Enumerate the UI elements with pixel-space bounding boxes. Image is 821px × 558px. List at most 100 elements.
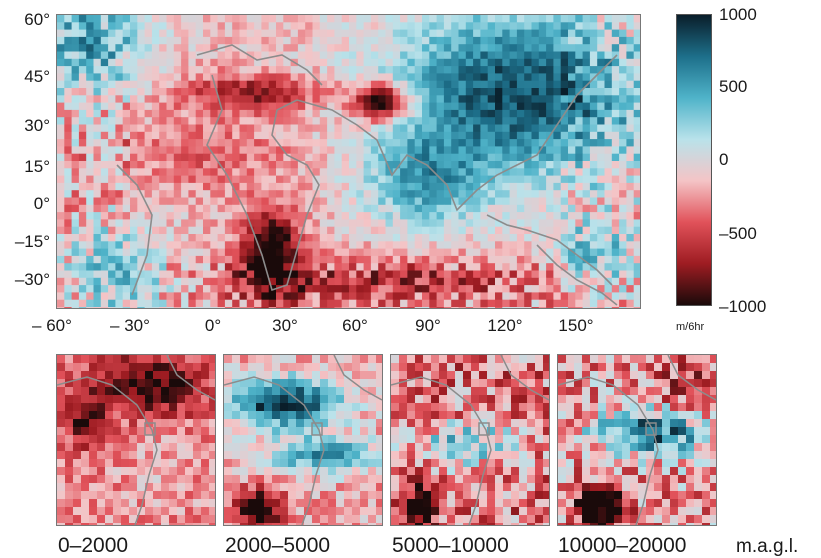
- heatmap-cell: [509, 197, 518, 206]
- heatmap-cell: [246, 139, 255, 147]
- heatmap-cell: [589, 168, 598, 176]
- heatmap-cell: [181, 117, 189, 125]
- heatmap-cell: [575, 124, 583, 133]
- heatmap-cell: [254, 80, 262, 89]
- heatmap-cell: [604, 36, 613, 45]
- heatmap-cell: [193, 515, 202, 524]
- heatmap-cell: [392, 51, 401, 60]
- heatmap-cell: [319, 248, 328, 257]
- heatmap-cell: [283, 29, 291, 38]
- heatmap-cell: [619, 234, 627, 242]
- heatmap-cell: [290, 190, 299, 198]
- heatmap-cell: [678, 483, 687, 492]
- heatmap-cell: [78, 234, 87, 242]
- heatmap-cell: [334, 88, 343, 96]
- heatmap-cell: [678, 363, 687, 372]
- heatmap-cell: [473, 182, 481, 191]
- heatmap-cell: [516, 58, 525, 67]
- heatmap-cell: [232, 263, 240, 271]
- heatmap-cell: [626, 153, 635, 162]
- heatmap-cell: [463, 483, 472, 492]
- heatmap-cell: [276, 182, 284, 191]
- heatmap-cell: [203, 139, 211, 147]
- heatmap-cell: [633, 241, 640, 249]
- heatmap-cell: [604, 182, 613, 191]
- heatmap-cell: [630, 355, 639, 364]
- heatmap-cell: [181, 292, 189, 301]
- heatmap-cell: [217, 292, 226, 301]
- heatmap-cell: [254, 153, 262, 162]
- heatmap-cell: [376, 483, 382, 492]
- heatmap-cell: [159, 255, 167, 264]
- heatmap-cell: [447, 395, 456, 404]
- heatmap-cell: [297, 168, 306, 176]
- heatmap-cell: [531, 168, 540, 176]
- heatmap-cell: [471, 483, 480, 492]
- heatmap-cell: [254, 182, 262, 191]
- heatmap-cell: [137, 371, 146, 380]
- heatmap-cell: [203, 263, 211, 271]
- heatmap-cell: [319, 219, 328, 228]
- heatmap-cell: [451, 95, 459, 103]
- heatmap-cell: [57, 467, 66, 476]
- heatmap-cell: [100, 102, 109, 111]
- heatmap-cell: [246, 73, 255, 82]
- heatmap-cell: [151, 226, 160, 235]
- heatmap-cell: [378, 248, 386, 257]
- heatmap-cell: [638, 419, 647, 428]
- heatmap-cell: [543, 483, 549, 492]
- heatmap-cell: [268, 66, 277, 74]
- heatmap-cell: [86, 58, 94, 67]
- heatmap-cell: [422, 36, 430, 45]
- heatmap-cell: [566, 483, 575, 492]
- heatmap-cell: [64, 226, 72, 235]
- heatmap-cell: [597, 285, 605, 293]
- heatmap-cell: [370, 131, 379, 140]
- heatmap-cell: [630, 435, 639, 444]
- heatmap-cell: [224, 523, 233, 525]
- heatmap-cell: [151, 285, 160, 293]
- heatmap-cell: [487, 190, 496, 198]
- heatmap-cell: [502, 36, 510, 45]
- heatmap-cell: [217, 241, 226, 249]
- heatmap-cell: [376, 411, 382, 420]
- heatmap-cell: [122, 263, 131, 271]
- heatmap-cell: [443, 117, 452, 125]
- heatmap-cell: [319, 255, 328, 264]
- heatmap-cell: [232, 124, 240, 133]
- heatmap-cell: [71, 36, 80, 45]
- heatmap-cell: [465, 51, 474, 60]
- heatmap-cell: [297, 15, 306, 23]
- heatmap-cell: [210, 277, 218, 286]
- heatmap-cell: [546, 190, 554, 198]
- heatmap-cell: [137, 355, 146, 364]
- heatmap-cell: [598, 451, 607, 460]
- heatmap-cell: [115, 109, 124, 118]
- heatmap-cell: [240, 451, 249, 460]
- heatmap-cell: [97, 491, 106, 500]
- heatmap-cell: [626, 109, 635, 118]
- heatmap-cell: [86, 168, 94, 176]
- heatmap-cell: [597, 161, 605, 169]
- heatmap-cell: [589, 44, 598, 52]
- heatmap-cell: [349, 285, 357, 293]
- heatmap-cell: [356, 80, 364, 89]
- heatmap-cell: [328, 411, 337, 420]
- heatmap-cell: [626, 219, 635, 228]
- heatmap-cell: [336, 515, 345, 524]
- heatmap-cell: [447, 515, 456, 524]
- heatmap-cell: [177, 379, 186, 388]
- heatmap-cell: [173, 131, 182, 140]
- heatmap-cell: [678, 419, 687, 428]
- heatmap-cell: [378, 182, 386, 191]
- heatmap-cell: [589, 36, 598, 45]
- heatmap-cell: [115, 58, 124, 67]
- heatmap-cell: [195, 36, 204, 45]
- heatmap-cell: [654, 435, 663, 444]
- heatmap-cell: [422, 285, 430, 293]
- heatmap-cell: [336, 387, 345, 396]
- heatmap-cell: [619, 241, 627, 249]
- heatmap-cell: [232, 73, 240, 82]
- heatmap-cell: [328, 523, 337, 525]
- heatmap-cell: [378, 22, 386, 30]
